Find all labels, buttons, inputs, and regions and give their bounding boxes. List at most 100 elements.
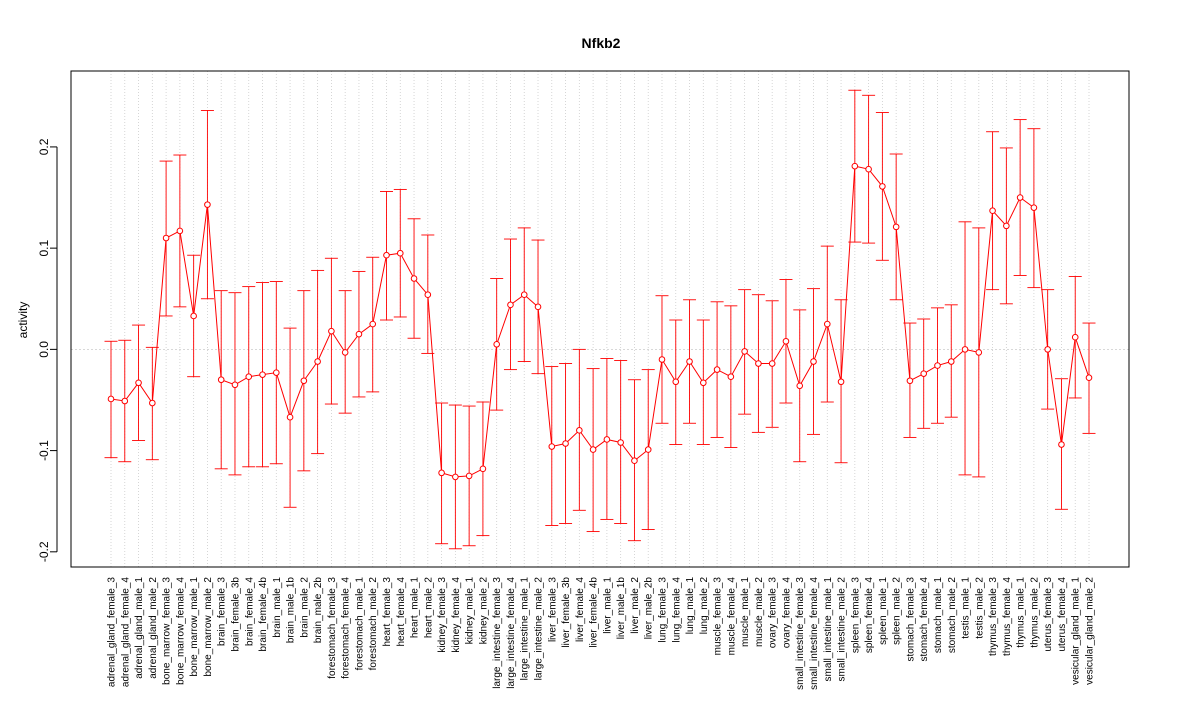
x-tick-label: kidney_female_4 (451, 577, 462, 653)
data-point (121, 397, 129, 405)
x-tick-label: forestomach_male_2 (368, 577, 379, 671)
data-point (507, 301, 514, 309)
data-point (906, 377, 914, 385)
data-point (438, 469, 445, 477)
x-tick-label: bone_marrow_female_4 (175, 577, 186, 685)
data-point (631, 457, 638, 465)
data-point (149, 399, 156, 407)
x-tick-label: stomach_female_4 (919, 577, 930, 662)
x-tick-label: brain_male_2b (313, 577, 324, 644)
x-tick-label: brain_male_1 (272, 577, 283, 638)
data-point (204, 201, 211, 208)
data-point (1003, 222, 1010, 230)
x-tick-label: lung_male_1 (685, 577, 696, 635)
data-point (534, 303, 542, 311)
data-point (713, 366, 721, 373)
data-point (272, 369, 280, 376)
data-point (644, 446, 652, 453)
y-tick-label: 0.2 (37, 138, 51, 155)
data-point (424, 291, 432, 299)
x-tick-label: liver_male_2b (644, 577, 655, 640)
x-tick-label: adrenal_gland_male_2 (148, 577, 159, 679)
x-tick-label: bone_marrow_male_2 (203, 577, 214, 677)
data-point (700, 379, 707, 387)
data-point (1085, 374, 1093, 382)
data-point (562, 440, 569, 447)
data-point (1058, 441, 1065, 448)
data-point (603, 436, 611, 443)
x-tick-label: kidney_female_3 (437, 577, 448, 653)
data-point (162, 234, 170, 242)
x-tick-label: stomach_female_3 (905, 577, 916, 662)
x-tick-label: vesicular_gland_male_2 (1085, 577, 1096, 685)
data-point (975, 349, 983, 356)
x-tick-label: liver_female_4 (575, 577, 586, 642)
x-tick-label: large_intestine_male_1 (520, 577, 531, 681)
x-tick-label: ovary_female_3 (768, 577, 779, 649)
x-tick-label: brain_male_2 (299, 577, 310, 638)
x-tick-label: adrenal_gland_male_1 (134, 577, 145, 679)
data-point (686, 358, 693, 365)
x-tick-label: bone_marrow_female_3 (162, 577, 173, 685)
data-point (755, 360, 762, 367)
data-point (947, 358, 955, 365)
x-tick-label: kidney_male_2 (478, 577, 489, 645)
data-points (107, 162, 1093, 481)
x-tick-label: forestomach_female_4 (341, 577, 352, 679)
x-tick-label: uterus_female_3 (1043, 577, 1054, 652)
data-point (245, 373, 253, 380)
x-tick-label: adrenal_gland_female_4 (120, 577, 131, 688)
data-point (879, 183, 886, 190)
x-tick-label: spleen_male_1 (878, 577, 889, 645)
x-tick-label: lung_male_2 (699, 577, 710, 635)
x-tick-label: ovary_female_4 (781, 577, 792, 649)
data-point (341, 349, 349, 356)
grid-layer (71, 71, 1129, 567)
data-point (410, 275, 418, 282)
x-tick-label: heart_male_2 (423, 577, 434, 639)
x-tick-label: testis_male_1 (961, 577, 972, 639)
x-tick-label: spleen_female_4 (864, 577, 875, 654)
data-point (617, 439, 624, 446)
data-point (369, 320, 377, 328)
data-point (217, 376, 225, 384)
data-point (465, 472, 473, 480)
data-point (1044, 346, 1051, 353)
x-tick-label: lung_female_3 (657, 577, 668, 643)
data-point (837, 378, 845, 386)
data-point (782, 337, 790, 345)
y-tick-label: -0.2 (37, 541, 51, 562)
x-tick-label: muscle_male_2 (754, 577, 765, 647)
x-tick-label: lung_female_4 (671, 577, 682, 643)
x-tick-label: spleen_female_3 (850, 577, 861, 654)
x-tick-label: small_intestine_female_4 (809, 577, 820, 690)
data-point (300, 377, 308, 385)
data-point (768, 360, 776, 367)
x-tick-label: brain_female_4 (244, 577, 255, 646)
data-point (190, 312, 197, 320)
data-point (479, 465, 487, 473)
data-point (989, 207, 996, 214)
data-point (823, 320, 831, 328)
data-point (383, 251, 390, 259)
data-point (1071, 333, 1079, 341)
data-point (658, 356, 666, 363)
x-tick-label: liver_female_4b (589, 577, 600, 648)
data-point (452, 473, 459, 481)
data-point (727, 373, 735, 380)
data-point (355, 330, 363, 338)
x-tick-label: brain_female_4b (258, 577, 269, 652)
data-point (176, 227, 184, 235)
x-tick-label: bone_marrow_male_1 (189, 577, 200, 677)
x-tick-label: spleen_male_2 (892, 577, 903, 645)
x-tick-label: vesicular_gland_male_1 (1071, 577, 1082, 685)
x-axis-tick-labels: adrenal_gland_female_3 adrenal_gland_fema… (107, 577, 1096, 690)
data-point (286, 413, 294, 421)
data-point (1016, 194, 1024, 201)
data-point (920, 370, 928, 377)
x-tick-label: forestomach_female_3 (327, 577, 338, 679)
x-tick-label: heart_female_4 (396, 577, 407, 647)
x-tick-label: large_intestine_male_2 (534, 577, 545, 681)
y-axis: -0.2 -0.1 0.0 0.1 0.2 (37, 138, 58, 562)
data-point (328, 327, 335, 335)
